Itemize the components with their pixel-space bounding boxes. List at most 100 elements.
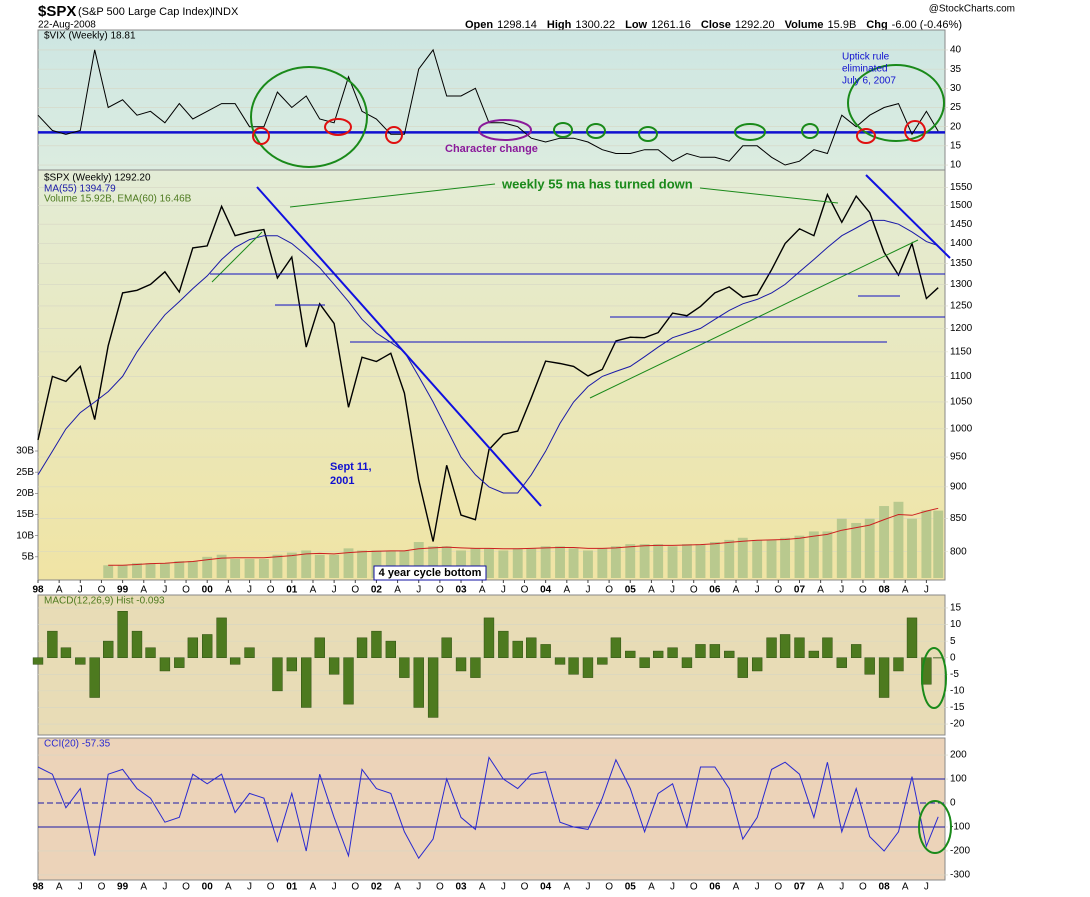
y-tick-label: 0 xyxy=(950,798,956,809)
y-tick-label: 20B xyxy=(16,488,34,499)
bar xyxy=(667,546,678,578)
data-line xyxy=(37,756,939,860)
x-tick-label: A xyxy=(479,882,486,893)
x-tick-label: A xyxy=(56,585,63,596)
x-tick-label: A xyxy=(902,882,909,893)
x-tick-label: J xyxy=(670,585,675,596)
x-tick-label: A xyxy=(310,882,317,893)
x-tick-label: 05 xyxy=(625,585,637,596)
bar xyxy=(933,510,944,578)
x-tick-label: J xyxy=(501,585,506,596)
y-tick-label: 100 xyxy=(950,774,967,785)
x-tick-label: A xyxy=(310,585,317,596)
legend-entry: CCI(20) -57.35 xyxy=(44,739,111,750)
bar xyxy=(103,565,114,578)
panel xyxy=(37,594,946,736)
x-tick-label: A xyxy=(733,882,740,893)
quote-label: Open xyxy=(465,19,493,31)
bar xyxy=(371,550,382,578)
x-tick-label: J xyxy=(416,585,421,596)
bar xyxy=(60,647,72,658)
bar xyxy=(441,546,452,578)
x-tick-label: A xyxy=(648,882,655,893)
y-tick-label: 30B xyxy=(16,446,34,457)
bar xyxy=(724,539,735,578)
x-tick-label: O xyxy=(182,585,190,596)
legend-entry: MACD(12,26,9) Hist -0.093 xyxy=(44,596,165,607)
x-tick-label: A xyxy=(902,585,909,596)
y-tick-label: 800 xyxy=(950,546,967,557)
x-tick-label: 08 xyxy=(879,585,891,596)
x-tick-label: O xyxy=(859,585,867,596)
bar xyxy=(512,548,523,578)
bar xyxy=(244,647,255,658)
x-tick-label: 04 xyxy=(540,882,552,893)
bar xyxy=(356,637,368,658)
x-tick-label: 99 xyxy=(117,882,129,893)
quote-label: Close xyxy=(701,19,731,31)
quote-value: 1298.14 xyxy=(497,19,537,31)
x-tick-label: O xyxy=(351,882,359,893)
bar xyxy=(822,531,833,578)
bar xyxy=(230,558,241,578)
x-tick-label: J xyxy=(247,882,252,893)
bar xyxy=(470,548,481,578)
y-tick-label: 35 xyxy=(950,64,962,75)
bar xyxy=(526,637,537,658)
bar xyxy=(893,501,904,578)
x-tick-label: O xyxy=(605,585,613,596)
bar xyxy=(343,657,354,705)
y-tick-label: 850 xyxy=(950,513,967,524)
bar xyxy=(766,539,777,578)
bar xyxy=(329,554,340,578)
bar xyxy=(625,544,636,578)
annotation: eliminated xyxy=(842,64,888,75)
quote-value: -6.00 (-0.46%) xyxy=(892,19,962,31)
y-tick-label: -20 xyxy=(950,719,965,730)
x-tick-label: A xyxy=(394,882,401,893)
x-tick-label: O xyxy=(774,882,782,893)
bar xyxy=(751,657,763,672)
bar xyxy=(850,644,862,658)
bar xyxy=(851,522,862,578)
bar xyxy=(314,554,325,578)
bar xyxy=(681,657,693,668)
bar xyxy=(568,657,579,675)
legend-entry: $SPX (Weekly) 1292.20 xyxy=(44,173,151,184)
x-tick-label: A xyxy=(817,585,824,596)
bar xyxy=(301,550,312,578)
x-tick-label: O xyxy=(690,585,698,596)
y-tick-label: 10B xyxy=(16,530,34,541)
x-tick-label: 07 xyxy=(794,882,806,893)
x-tick-label: 08 xyxy=(879,882,891,893)
source: @StockCharts.com xyxy=(929,4,1015,15)
bar xyxy=(498,550,509,578)
quote-label: High xyxy=(547,19,572,31)
x-tick-label: 03 xyxy=(455,585,467,596)
x-tick-label: O xyxy=(98,882,106,893)
panel xyxy=(37,29,946,171)
x-tick-label: 02 xyxy=(371,882,383,893)
bar xyxy=(864,518,875,578)
x-tick-label: J xyxy=(501,882,506,893)
annotation: Character change xyxy=(445,143,538,155)
y-tick-label: 1150 xyxy=(950,347,972,358)
data-line xyxy=(37,219,939,494)
x-tick-label: A xyxy=(394,585,401,596)
bar xyxy=(343,548,354,578)
y-tick-label: -15 xyxy=(950,702,965,713)
bar xyxy=(921,510,932,578)
date: 22-Aug-2008 xyxy=(38,20,96,31)
panel xyxy=(37,169,946,581)
bar xyxy=(597,657,608,665)
bar xyxy=(610,637,622,658)
legend-entry: MA(55) 1394.79 xyxy=(44,184,116,195)
x-tick-label: J xyxy=(924,585,929,596)
x-tick-label: J xyxy=(755,585,760,596)
bar xyxy=(667,647,678,658)
y-tick-label: -300 xyxy=(950,870,970,881)
y-tick-label: 1450 xyxy=(950,219,973,230)
quote-value: 1300.22 xyxy=(575,19,615,31)
quote-value: 1261.16 xyxy=(651,19,691,31)
bar xyxy=(682,544,692,578)
